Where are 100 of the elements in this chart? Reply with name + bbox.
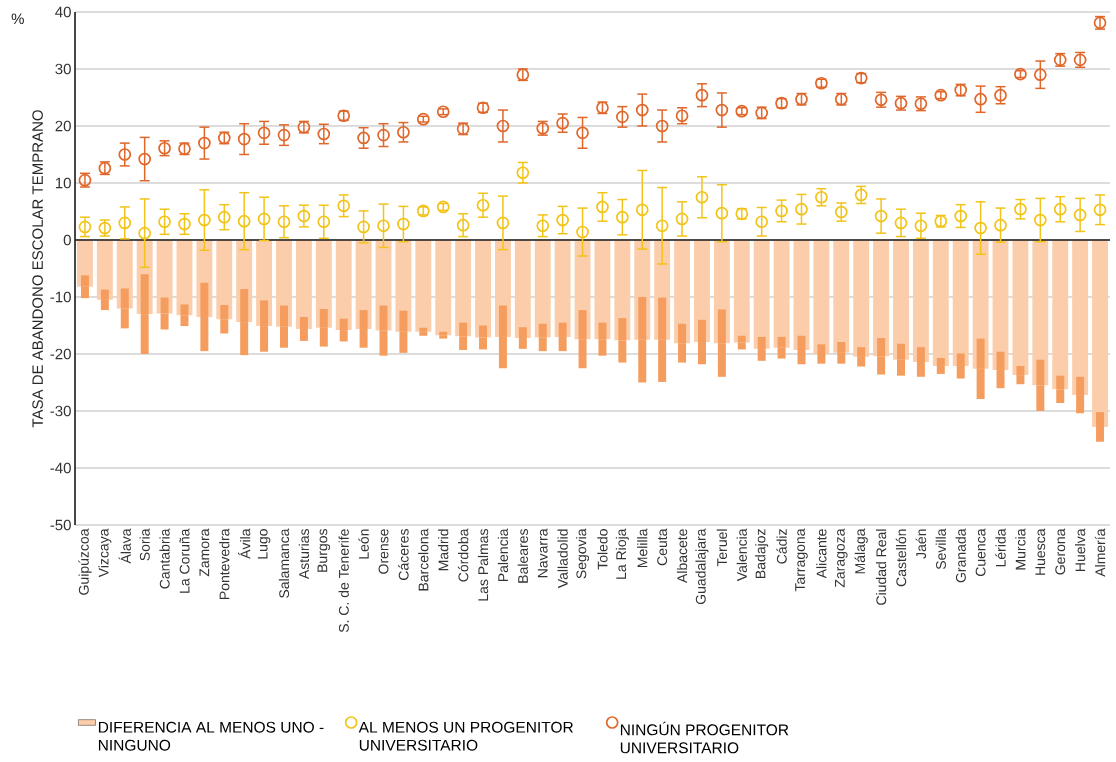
point [397,217,410,231]
point [954,209,968,223]
point [198,213,211,227]
x-tick-label: Burgos [317,529,331,572]
point [755,215,769,229]
y-tick-label: 30 [55,63,71,75]
point [257,126,271,140]
x-tick-label: Tarragona [795,528,808,592]
point [118,148,132,161]
x-tick-label: Palencia [497,528,509,582]
x-tick-label: Sevilla [935,528,946,570]
y-tick-label: -40 [50,462,71,474]
point [795,202,808,216]
y-tick-label: -50 [50,519,71,531]
x-tick-label: Cáceres [398,529,409,580]
point [277,215,291,229]
x-tick-label: León [358,529,369,559]
x-tick-label: Castellón [895,529,907,587]
x-tick-label: Málaga [854,528,868,574]
x-tick-label: Asturias [298,529,310,580]
point [616,110,629,124]
point [377,219,390,233]
x-tick-label: Lugo [257,529,271,559]
x-tick-label: Valencia [736,528,747,582]
point [496,119,510,133]
x-tick-label: Salamanca [278,528,290,598]
point [138,226,152,240]
y-tick-label: 10 [55,177,71,189]
point [1014,202,1027,216]
x-tick-label: Baleares [517,529,528,583]
point [974,221,987,235]
point [217,210,231,224]
x-tick-label: Pontevedra [219,528,230,599]
point [695,88,709,102]
x-tick-label: Zaragoza [835,528,848,588]
point [78,220,92,234]
text: % [11,13,24,25]
y-tick-label: -20 [50,348,71,360]
x-tick-label: Murcia [1015,528,1026,570]
x-tick-label: La Coruña [179,528,190,593]
point [874,209,888,223]
legend-label: AL MENOS UN PROGENITOR UNIVERSITARIO [358,721,573,751]
point [496,216,510,230]
point [1093,203,1107,217]
x-tick-label: Jaén [915,529,927,559]
point [377,128,390,142]
x-tick-label: Soria [139,528,150,561]
point [118,216,132,230]
x-tick-label: Ciudad Real [875,529,887,605]
point [476,198,490,212]
point [456,218,470,232]
y-tick-label: 20 [55,120,71,132]
y-axis-title: TASA DE ABANDONO ESCOLAR TEMPRANO [32,110,43,428]
point [337,199,351,213]
x-tick-label: Ceuta [657,528,668,566]
point [556,213,569,227]
y-tick-label: -30 [50,405,71,417]
x-tick-label: Toledo [597,529,608,570]
x-tick-label: Huesca [1035,528,1046,575]
x-tick-label: Madrid [438,529,449,571]
y-tick-label: 40 [55,6,71,18]
x-tick-label: Ávila [238,528,251,559]
x-tick-label: Barcelona [418,528,429,591]
point [237,132,251,146]
x-tick-label: La Rioja [615,528,629,579]
point [635,103,649,117]
x-tick-label: Alicante [816,529,827,579]
x-tick-label: Orense [378,529,389,574]
point [894,216,908,230]
x-tick-label: Cantabria [159,528,170,589]
legend-label: DIFERENCIA AL MENOS UNO - NINGUNO [98,721,324,751]
point [715,206,729,220]
point [516,166,530,180]
point [576,126,589,140]
point [397,125,410,139]
point [536,219,550,233]
x-tick-label: Cuenca [975,528,986,577]
point [1033,68,1047,82]
point [138,152,152,166]
point [1073,208,1087,222]
x-tick-label: Teruel [716,529,728,567]
point [317,127,331,141]
point [994,218,1007,232]
x-tick-label: Navarra [537,528,548,578]
x-tick-label: Zamora [199,528,210,577]
point [357,131,370,145]
point [576,225,589,239]
point [556,116,569,130]
point [317,215,331,229]
point [616,210,629,224]
point [257,212,271,226]
point [675,212,689,226]
x-tick-label: Gerona [1055,528,1066,575]
point [914,219,928,233]
x-tick-label: Almería [1094,528,1106,577]
x-tick-label: Melilla [637,528,648,568]
y-tick-label: -10 [50,291,71,303]
point [297,209,311,223]
point [596,200,609,214]
y-tick-label: 0 [63,234,71,246]
